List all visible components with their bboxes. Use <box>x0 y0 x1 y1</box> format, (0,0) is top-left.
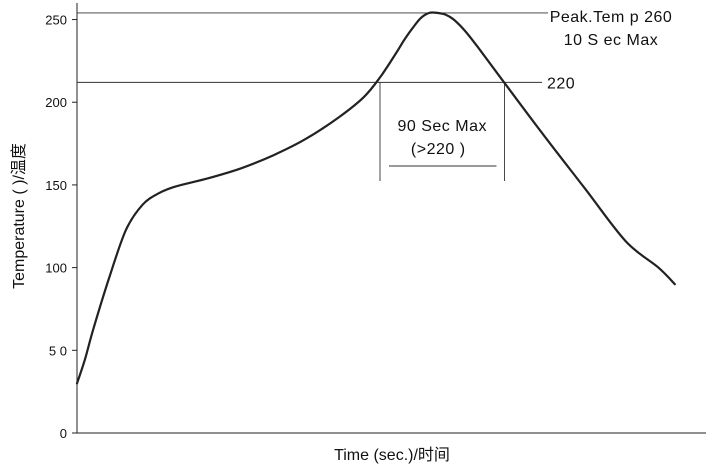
temperature-curve <box>75 11 676 385</box>
threshold-220-label: 220 <box>547 75 575 92</box>
peak-temp-label: Peak.Tem p 260 <box>550 9 673 26</box>
y-axis-title: Temperature ( )/温度 <box>10 143 28 289</box>
window-duration-label: 90 Sec Max <box>397 118 486 135</box>
y-tick-label: 0 <box>60 426 67 441</box>
peak-duration-label: 10 S ec Max <box>564 32 658 49</box>
y-tick-label: 5 0 <box>49 343 67 358</box>
y-tick-label: 150 <box>45 178 67 193</box>
time-window-annotation: 90 Sec Max (>220 ) <box>379 82 505 181</box>
y-tick-label: 250 <box>45 13 67 28</box>
x-axis-title: Time (sec.)/时间 <box>334 446 450 464</box>
reference-lines: Peak.Tem p 260 10 S ec Max 220 <box>77 9 672 92</box>
y-tick-label: 100 <box>45 261 67 276</box>
y-tick-label: 200 <box>45 95 67 110</box>
window-condition-label: (>220 ) <box>411 141 466 158</box>
